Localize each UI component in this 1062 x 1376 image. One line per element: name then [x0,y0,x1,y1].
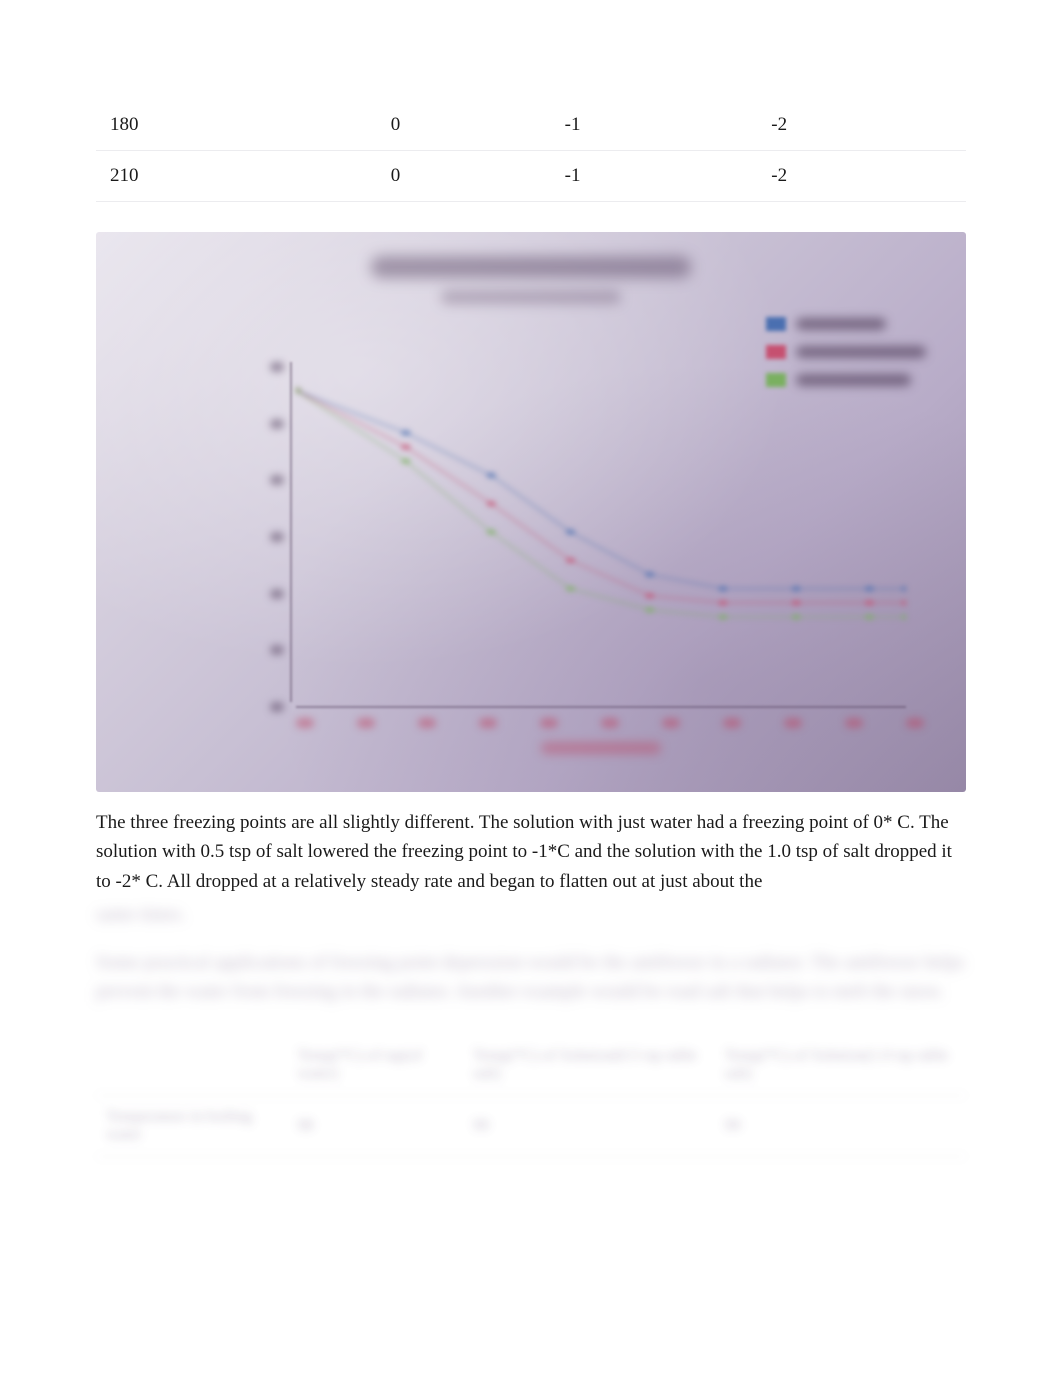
data-point [645,607,655,612]
data-point [401,444,411,449]
data-point [791,600,801,605]
table-row: 210 0 -1 -2 [96,151,966,202]
boiling-data-table: Temp(*C) of tap(of water) Temp(*C) of So… [96,1035,966,1157]
cell-sol-10: -2 [759,151,966,202]
data-point [865,600,875,605]
data-point [718,600,728,605]
data-point [718,586,728,591]
cell-sol-05: -1 [553,100,760,151]
x-tick [662,718,680,728]
y-tick [270,475,284,485]
chart-inner [96,232,966,792]
y-tick [270,419,284,429]
cell-sol10: 99 [714,1095,966,1156]
data-point [566,558,576,563]
legend-label [796,318,886,330]
chart-title [371,256,691,278]
table-row: 180 0 -1 -2 [96,100,966,151]
x-tick [845,718,863,728]
data-point [645,593,655,598]
paragraph-text: The three freezing points are all slight… [96,812,952,892]
x-tick [357,718,375,728]
data-point [645,572,655,577]
y-tick [270,362,284,372]
data-point [865,586,875,591]
data-point [486,473,496,478]
plot-area [296,362,906,702]
data-point [486,501,496,506]
data-point [401,430,411,435]
blurred-tail: same times. [96,900,966,929]
x-tick [479,718,497,728]
cell-water: 98 [287,1095,463,1156]
data-point [718,614,728,619]
boiling-table-head: Temp(*C) of tap(of water) Temp(*C) of So… [96,1035,966,1096]
y-axis [290,362,292,702]
freezing-point-paragraph: The three freezing points are all slight… [96,808,966,896]
data-point [901,614,906,619]
freezing-chart-photo [96,232,966,792]
freezing-data-body: 180 0 -1 -2 210 0 -1 -2 [96,100,966,202]
x-tick [601,718,619,728]
table-row: Temperature in boiling water 98 99 99 [96,1095,966,1156]
x-tick [784,718,802,728]
header-empty [96,1035,287,1096]
series-line [296,390,906,588]
data-point [865,614,875,619]
x-tick [906,718,924,728]
data-point [901,600,906,605]
blurred-applications-paragraph: Some practical applications of freezing … [96,948,966,1007]
chart-lines-svg [296,362,906,702]
boiling-table-body: Temperature in boiling water 98 99 99 [96,1095,966,1156]
y-tick [270,645,284,655]
row-label: Temperature in boiling water [96,1095,287,1156]
legend-swatch [766,317,786,331]
y-tick [270,702,284,712]
x-tick [418,718,436,728]
legend-swatch [766,345,786,359]
data-point [901,586,906,591]
header-sol10: Temp(*C) of Solution(1.0 tsp table salt) [714,1035,966,1096]
x-tick [296,718,314,728]
series-line [296,390,906,603]
y-tick [270,532,284,542]
freezing-data-table: 180 0 -1 -2 210 0 -1 -2 [96,100,966,202]
data-point [566,586,576,591]
legend-item-sol05 [766,345,926,359]
x-axis-label [541,742,661,754]
cell-water: 0 [379,100,553,151]
chart-subtitle [441,290,621,304]
data-point [791,614,801,619]
cell-sol-10: -2 [759,100,966,151]
x-tick [540,718,558,728]
header-water: Temp(*C) of tap(of water) [287,1035,463,1096]
legend-label [796,346,926,358]
data-point [401,458,411,463]
data-point [791,586,801,591]
cell-time: 180 [96,100,379,151]
series-line [296,390,906,617]
cell-sol05: 99 [463,1095,715,1156]
data-point [566,529,576,534]
header-sol05: Temp(*C) of Solution(0.5 tsp table salt) [463,1035,715,1096]
data-point [486,529,496,534]
y-tick [270,589,284,599]
x-axis [296,706,906,708]
cell-water: 0 [379,151,553,202]
x-tick [723,718,741,728]
table-header-row: Temp(*C) of tap(of water) Temp(*C) of So… [96,1035,966,1096]
cell-sol-05: -1 [553,151,760,202]
legend-item-water [766,317,926,331]
cell-time: 210 [96,151,379,202]
